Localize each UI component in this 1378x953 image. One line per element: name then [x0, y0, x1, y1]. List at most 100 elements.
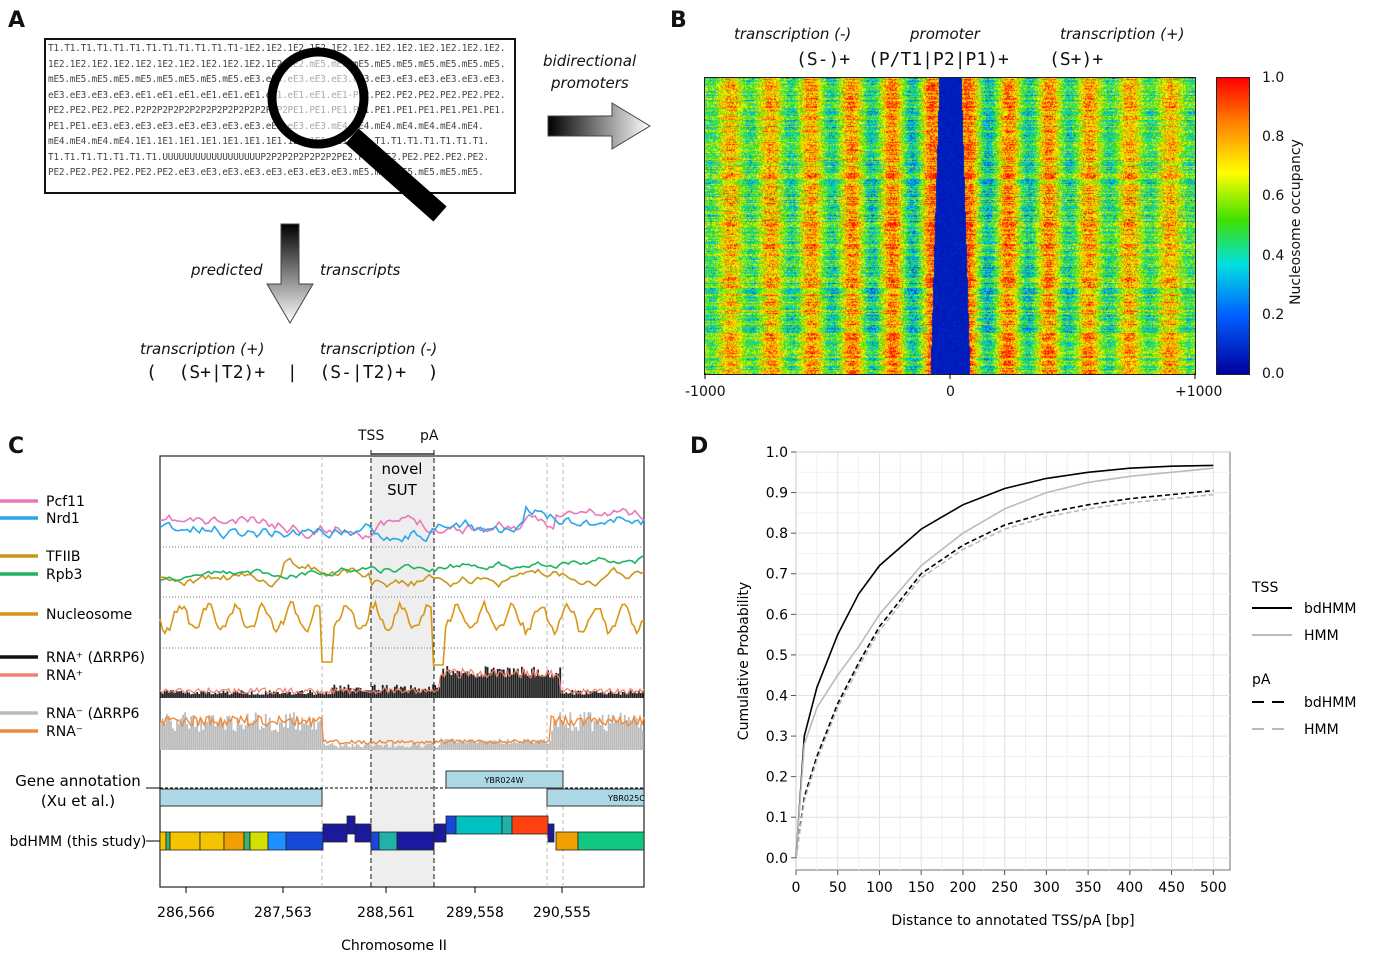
rna-plus-rrp6-bar	[462, 672, 465, 698]
y-tick-label: 1.0	[766, 445, 788, 461]
rna-minus-rrp6-bar	[500, 743, 503, 750]
y-tick-label: 0.3	[766, 729, 788, 745]
rna-minus-rrp6-bar	[410, 746, 412, 750]
rna-plus-rrp6-bar	[601, 691, 604, 698]
rna-minus-rrp6-bar	[371, 746, 374, 750]
rna-minus-rrp6-bar	[323, 743, 326, 750]
rna-plus-rrp6-bar	[629, 690, 632, 698]
track-rna-minus	[159, 713, 645, 745]
rna-minus-rrp6-bar	[178, 723, 180, 750]
rna-plus-rrp6-bar	[625, 694, 628, 698]
rna-plus-rrp6-bar	[218, 691, 221, 698]
rna-minus-rrp6-bar	[393, 747, 396, 750]
rna-plus-rrp6-bar	[254, 694, 257, 698]
rna-plus-rrp6-bar	[581, 694, 584, 698]
rna-plus-rrp6-bar	[498, 668, 501, 698]
rna-minus-rrp6-bar	[619, 712, 622, 750]
rna-plus-rrp6-bar	[408, 690, 410, 698]
rna-minus-rrp6-bar	[268, 717, 271, 750]
rna-minus-rrp6-bar	[516, 743, 519, 750]
rna-minus-rrp6-bar	[208, 715, 211, 750]
rna-plus-rrp6-bar	[476, 673, 479, 698]
rna-minus-rrp6-bar	[274, 729, 277, 750]
rna-plus-rrp6-bar	[234, 691, 237, 698]
rna-minus-rrp6-bar	[196, 720, 199, 750]
rna-minus-rrp6-bar	[579, 714, 582, 750]
rna-plus-rrp6-bar	[468, 674, 471, 698]
rna-minus-rrp6-bar	[365, 744, 368, 750]
rna-plus-rrp6-bar	[345, 690, 348, 698]
rna-minus-rrp6-bar	[283, 727, 285, 750]
sequence-line: T1.T1.T1.T1.T1.T1.T1.UUUUUUUUUUUUUUUUUUP…	[48, 151, 489, 163]
rna-minus-rrp6-bar	[160, 721, 162, 750]
rna-plus-rrp6-bar	[406, 690, 408, 698]
rna-plus-rrp6-bar	[470, 673, 473, 698]
rna-minus-rrp6-bar	[295, 729, 297, 750]
rna-minus-rrp6-bar	[402, 745, 404, 750]
rna-plus-rrp6-bar	[357, 687, 360, 698]
rna-minus-rrp6-bar	[527, 738, 529, 750]
rna-plus-rrp6-bar	[295, 693, 297, 698]
rna-plus-rrp6-bar	[535, 675, 537, 698]
rna-minus-rrp6-bar	[309, 717, 312, 750]
rna-minus-rrp6-bar	[329, 744, 332, 750]
rna-minus-rrp6-bar	[387, 747, 390, 750]
rna-minus-rrp6-bar	[301, 717, 303, 750]
rna-plus-rrp6-bar	[611, 693, 614, 698]
rna-plus-rrp6-bar	[615, 693, 618, 698]
x-tick-label: 100	[866, 880, 893, 896]
rna-plus-rrp6-bar	[571, 690, 574, 698]
rna-minus-rrp6-bar	[216, 722, 219, 750]
rna-minus-rrp6-bar	[625, 719, 628, 750]
rna-minus-rrp6-bar	[553, 720, 556, 750]
rna-plus-rrp6-bar	[492, 667, 495, 698]
bdhmm-state-segment	[223, 831, 245, 851]
bdhmm-state-segment	[322, 823, 348, 843]
heatmap-xtick-right: +1000	[1175, 384, 1223, 400]
rna-plus-rrp6-bar	[383, 687, 386, 698]
rna-plus-rrp6-bar	[593, 691, 596, 698]
colorbar-label: Nucleosome occupancy	[1288, 139, 1304, 305]
rna-plus-rrp6-bar	[202, 691, 205, 698]
rna-minus-rrp6-bar	[180, 718, 182, 750]
rna-minus-rrp6-bar	[194, 727, 197, 750]
rna-minus-rrp6-bar	[508, 743, 511, 750]
rna-minus-rrp6-bar	[162, 718, 164, 750]
rna-plus-rrp6-bar	[182, 692, 184, 698]
rna-minus-rrp6-bar	[432, 743, 435, 750]
gene-block-ybr024w	[445, 770, 564, 789]
rna-plus-rrp6-bar	[232, 691, 235, 698]
rna-plus-rrp6-bar	[190, 694, 193, 698]
rna-plus-rrp6-bar	[389, 689, 392, 698]
rna-minus-rrp6-bar	[317, 721, 320, 750]
rna-plus-rrp6-bar	[160, 691, 162, 698]
bdhmm-state-segment	[346, 815, 356, 835]
rna-minus-rrp6-bar	[226, 715, 229, 750]
series-tss-hmm	[795, 467, 1214, 858]
bdhmm-state-segment	[243, 831, 251, 851]
rna-plus-rrp6-bar	[307, 693, 310, 698]
rna-minus-rrp6-bar	[357, 744, 360, 750]
rna-plus-rrp6-bar	[414, 687, 416, 698]
rna-plus-rrp6-bar	[579, 690, 582, 698]
rna-minus-rrp6-bar	[635, 718, 638, 750]
rna-minus-rrp6-bar	[210, 715, 213, 750]
rna-plus-rrp6-bar	[208, 692, 211, 698]
rna-minus-rrp6-bar	[591, 731, 594, 750]
rna-minus-rrp6-bar	[494, 740, 497, 750]
rna-minus-rrp6-bar	[611, 714, 614, 750]
rna-minus-rrp6-bar	[551, 730, 554, 750]
bdhmm-state-segment	[577, 831, 645, 851]
rna-plus-rrp6-bar	[508, 668, 511, 698]
y-tick-label: 0.6	[766, 607, 788, 623]
rna-plus-rrp6-bar	[174, 692, 176, 698]
rna-plus-rrp6-bar	[500, 669, 503, 698]
rna-minus-rrp6-bar	[529, 741, 531, 750]
rna-plus-rrp6-bar	[230, 693, 233, 698]
rna-minus-rrp6-bar	[569, 712, 572, 750]
rna-plus-rrp6-bar	[549, 677, 552, 698]
rna-minus-rrp6-bar	[641, 730, 644, 750]
rna-minus-rrp6-bar	[166, 714, 168, 750]
rna-plus-rrp6-bar	[170, 690, 172, 698]
